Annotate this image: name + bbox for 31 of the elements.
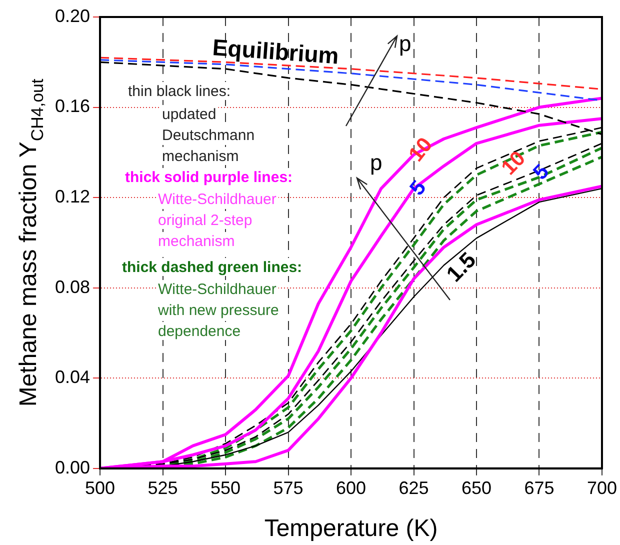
y-tick-label: 0.12 (54, 186, 90, 207)
y-axis-title: Methane mass fraction YCH4,out (15, 78, 48, 407)
x-tick-label: 650 (461, 478, 492, 498)
y-tick-label: 0.08 (54, 276, 90, 297)
x-tick-label: 700 (586, 478, 618, 498)
annotation: Witte-Schildhauer original 2-step mechanism (158, 191, 276, 250)
annotation: 5 (406, 176, 432, 200)
annotation: 10 (404, 133, 437, 166)
y-tick-label: 0.20 (54, 6, 90, 26)
annotation: updated Deutschmann mechanism (162, 106, 255, 165)
x-tick-label: 625 (398, 478, 429, 498)
x-tick-label: 500 (85, 478, 116, 498)
annotation: thin black lines: (128, 83, 231, 100)
annotation: p (370, 150, 382, 175)
y-tick-label: 0.00 (54, 457, 90, 478)
annotation: 5 (528, 160, 554, 184)
annotation: 10 (497, 146, 530, 180)
x-tick-label: 600 (336, 478, 366, 498)
y-tick-label: 0.16 (54, 96, 90, 116)
annotation: thick solid purple lines: (125, 169, 293, 186)
x-axis-title: Temperature (K) (264, 515, 438, 542)
annotation: Equilibrium (212, 34, 340, 69)
annotation: 1.5 (441, 247, 481, 287)
x-tick-label: 575 (273, 478, 304, 498)
annotation: Witte-Schildhauer with new pressure dependence (157, 281, 279, 340)
x-tick-label: 525 (148, 478, 178, 498)
y-tick-label: 0.04 (54, 367, 90, 388)
annotation: thick dashed green lines: (122, 259, 302, 276)
x-tick-label: 550 (210, 478, 241, 498)
x-tick-label: 675 (524, 478, 554, 498)
annotation: p (399, 31, 412, 56)
